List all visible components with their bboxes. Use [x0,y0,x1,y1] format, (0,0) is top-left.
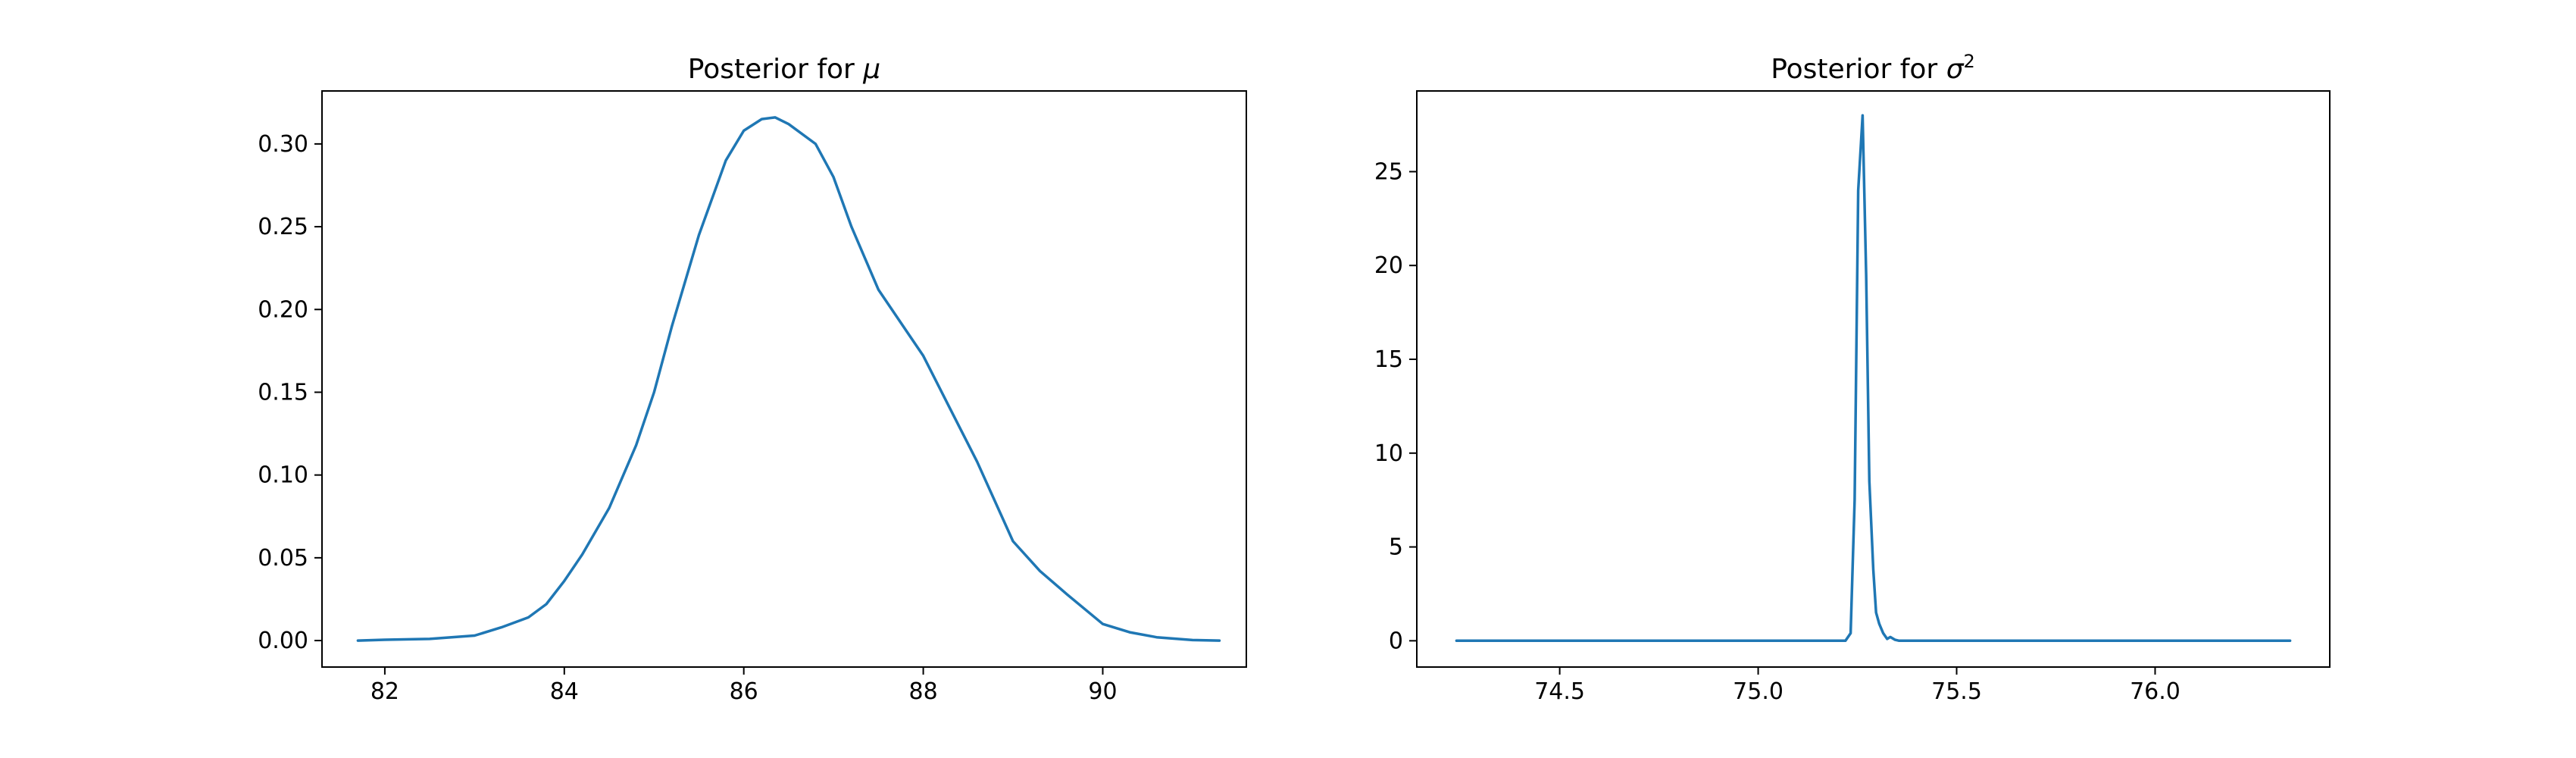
mu-y-tick-label: 0.05 [258,545,308,572]
sigma2-y-tick-label: 25 [1374,158,1403,185]
sigma2-posterior-panel: Posterior for σ2 74.5 75.0 75.5 76.0 0 5 10 15 2… [1374,51,2331,705]
sigma2-x-tick-label: 75.0 [1733,678,1784,705]
mu-y-tick-label: 0.00 [258,628,308,654]
mu-panel-title: Posterior for μ [688,54,880,85]
sigma2-y-tick-label: 0 [1389,628,1403,654]
mu-x-tick-label: 82 [370,678,399,705]
sigma2-y-tick-label: 20 [1374,252,1403,279]
mu-x-tick-label: 88 [908,678,937,705]
mu-y-tick-label: 0.15 [258,379,308,406]
sigma2-x-tick-label: 74.5 [1534,678,1585,705]
sigma2-y-tick-label: 5 [1389,534,1403,561]
mu-density-line [356,116,1221,642]
mu-x-tick-label: 90 [1088,678,1117,705]
mu-y-tick-label: 0.10 [258,462,308,489]
sigma2-y-tick-label: 10 [1374,440,1403,467]
mu-x-tick-label: 86 [730,678,758,705]
sigma2-axis-ticks: 74.5 75.0 75.5 76.0 0 5 10 15 20 25 [1374,158,2181,705]
mu-posterior-panel: Posterior for μ 82 84 86 88 90 0.00 0.05 0.10 0.… [258,54,1247,705]
mu-y-tick-label: 0.30 [258,131,308,158]
sigma2-x-tick-label: 75.5 [1931,678,1982,705]
mu-y-tick-label: 0.25 [258,214,308,240]
sigma2-density-line [1455,114,2292,643]
sigma2-x-tick-label: 76.0 [2130,678,2181,705]
mu-axis-ticks: 82 84 86 88 90 0.00 0.05 0.10 0.15 0.20 0.25 0.30 [258,131,1117,705]
sigma2-panel-title: Posterior for σ2 [1771,51,1975,85]
sigma2-axes-frame [1416,90,2331,668]
sigma2-y-tick-label: 15 [1374,346,1403,373]
mu-x-tick-label: 84 [550,678,579,705]
mu-y-tick-label: 0.20 [258,296,308,323]
mu-axes-frame [321,90,1247,668]
